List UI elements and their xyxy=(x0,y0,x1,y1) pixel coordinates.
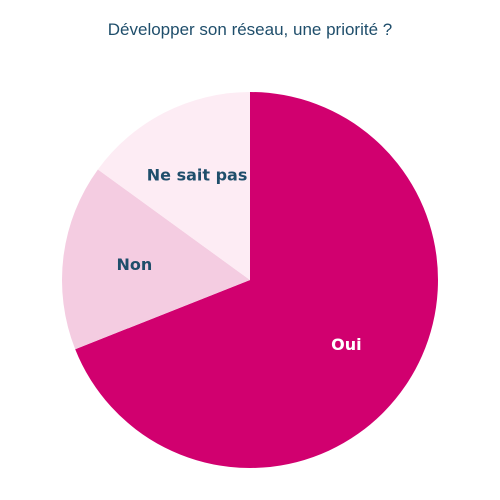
pie-slice-oui xyxy=(75,92,438,468)
chart-title: Développer son réseau, une priorité ? xyxy=(107,20,393,39)
pie-slice-ne-sait-pas xyxy=(97,92,250,280)
slice-label-non: Non xyxy=(116,255,152,274)
pie-slice-non xyxy=(62,169,250,350)
slice-label-oui: Oui xyxy=(331,335,361,354)
slice-label-ne-sait-pas: Ne sait pas xyxy=(147,166,248,185)
